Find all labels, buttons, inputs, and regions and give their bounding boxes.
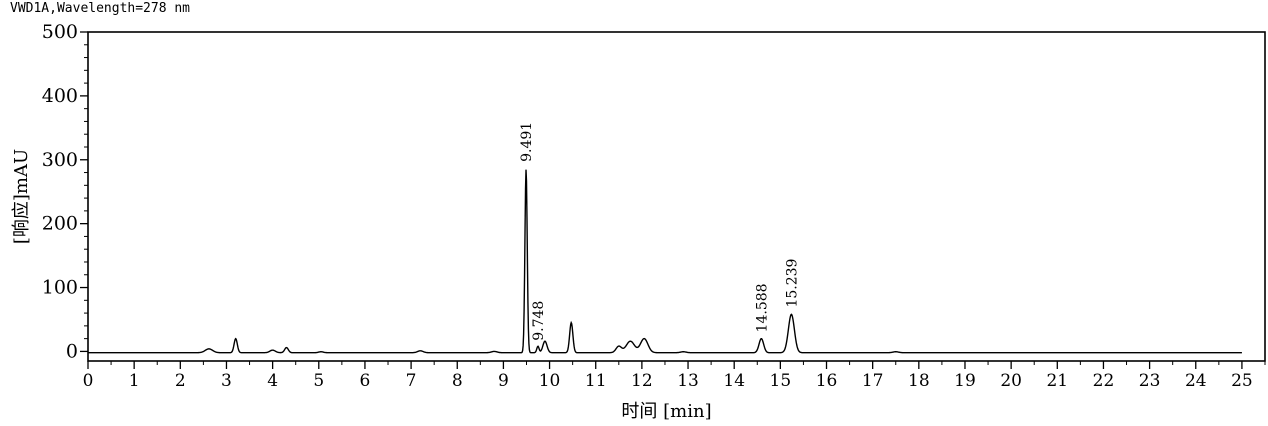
x-tick-label: 12 xyxy=(631,371,653,391)
y-axis-title: [响应]mAU xyxy=(11,149,32,244)
x-tick-label: 15 xyxy=(770,371,792,391)
x-tick-label: 7 xyxy=(406,371,417,391)
x-tick-label: 14 xyxy=(723,371,745,391)
x-tick-label: 4 xyxy=(267,371,278,391)
x-tick-label: 18 xyxy=(908,371,930,391)
chart-title: VWD1A,Wavelength=278 nm xyxy=(10,1,191,16)
peak-label: 14.588 xyxy=(754,283,770,332)
x-tick-label: 3 xyxy=(221,371,232,391)
y-tick-label: 200 xyxy=(42,213,78,235)
x-tick-label: 16 xyxy=(816,371,838,391)
peak-label: 9.491 xyxy=(519,122,535,162)
x-tick-label: 17 xyxy=(862,371,884,391)
y-tick-label: 300 xyxy=(42,149,78,171)
peak-label: 9.748 xyxy=(531,301,547,341)
x-tick-label: 20 xyxy=(1000,371,1022,391)
y-tick-label: 500 xyxy=(42,21,78,43)
x-axis-title: 时间 [min] xyxy=(621,401,711,422)
x-tick-label: 6 xyxy=(360,371,371,391)
x-tick-label: 1 xyxy=(129,371,140,391)
x-tick-label: 0 xyxy=(83,371,94,391)
x-tick-label: 23 xyxy=(1139,371,1161,391)
y-tick-label: 400 xyxy=(42,85,78,107)
x-tick-label: 19 xyxy=(954,371,976,391)
x-tick-label: 2 xyxy=(175,371,186,391)
plot-frame xyxy=(87,31,1266,362)
x-tick-label: 25 xyxy=(1231,371,1253,391)
x-tick-label: 11 xyxy=(585,371,607,391)
x-tick-label: 21 xyxy=(1046,371,1068,391)
y-tick-label: 100 xyxy=(42,277,78,299)
x-tick-label: 9 xyxy=(498,371,509,391)
series-line-vwd1a xyxy=(88,169,1242,354)
x-tick-label: 13 xyxy=(677,371,699,391)
x-tick-label: 8 xyxy=(452,371,463,391)
peak-label: 15.239 xyxy=(784,259,800,308)
y-tick-label: 0 xyxy=(66,340,78,362)
x-tick-label: 10 xyxy=(539,371,561,391)
x-tick-label: 24 xyxy=(1185,371,1207,391)
x-tick-label: 5 xyxy=(313,371,324,391)
x-tick-label: 22 xyxy=(1093,371,1115,391)
